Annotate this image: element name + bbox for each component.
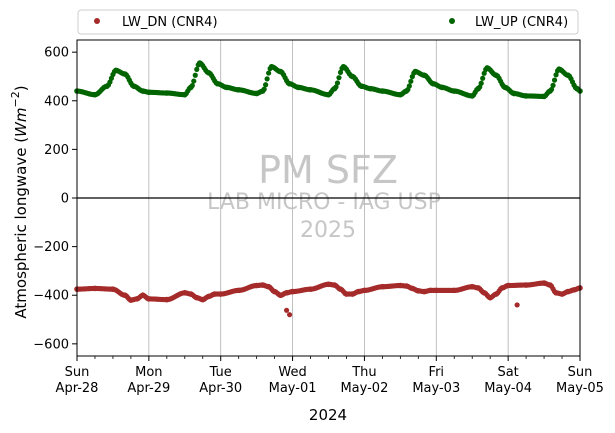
x-tick-label-date: Apr-30 — [199, 381, 242, 396]
y-axis-label-exponent: −2 — [9, 91, 22, 107]
x-tick-label-day: Sun — [65, 365, 90, 380]
y-tick-label: −200 — [33, 240, 69, 255]
watermark-line1: LAB MICRO - IAG USP — [207, 190, 441, 215]
data-point-fill — [191, 78, 197, 84]
data-point-fill — [480, 75, 486, 81]
y-tick-label: 600 — [44, 46, 69, 61]
series-lw-up — [74, 60, 583, 100]
x-axis-label: 2024 — [309, 406, 347, 424]
plot-area: PM SFZ LAB MICRO - IAG USP 2025 — [74, 39, 583, 357]
x-tick-label-date: Apr-28 — [56, 381, 99, 396]
x-tick-label-day: Fri — [429, 365, 445, 380]
watermark-line2: 2025 — [300, 218, 356, 243]
series-lw-dn — [74, 280, 583, 318]
legend-marker-lw-dn — [94, 18, 100, 24]
x-axis: SunApr-28MonApr-29TueApr-30WedMay-01ThuM… — [56, 356, 604, 396]
x-tick-label-day: Tue — [209, 365, 232, 380]
watermark: PM SFZ LAB MICRO - IAG USP 2025 — [207, 148, 441, 243]
data-point-fill — [406, 83, 412, 89]
y-tick-label: 400 — [44, 94, 69, 109]
outlier-point — [283, 307, 290, 313]
data-point-fill — [264, 76, 270, 82]
data-point-fill — [333, 84, 339, 90]
y-axis-label-text: Atmospheric longwave ( — [12, 137, 30, 319]
data-point-fill — [553, 72, 559, 78]
x-tick-label-date: May-04 — [484, 381, 532, 396]
x-tick-label-date: May-02 — [340, 381, 388, 396]
data-point-fill — [263, 82, 269, 88]
series-layer — [74, 60, 583, 318]
x-tick-label-date: May-05 — [556, 381, 604, 396]
y-axis: 600 400 200 0 −200 −400 −600 — [33, 46, 77, 352]
x-tick-label-day: Wed — [278, 365, 306, 380]
legend-label-lw-dn: LW_DN (CNR4) — [122, 15, 218, 30]
legend: LW_DN (CNR4) LW_UP (CNR4) — [77, 9, 579, 35]
data-point-fill — [548, 86, 555, 93]
data-point-fill — [334, 80, 341, 86]
x-tick-label-day: Sun — [568, 365, 593, 380]
y-tick-label: −400 — [33, 289, 69, 304]
watermark-title: PM SFZ — [258, 148, 398, 192]
x-tick-label-day: Sat — [497, 365, 518, 380]
outlier-point — [514, 302, 520, 308]
y-tick-label: −600 — [33, 337, 69, 352]
outlier-point — [286, 312, 293, 318]
data-point-fill — [551, 77, 558, 83]
y-axis-label-unit: Wm — [12, 107, 30, 136]
x-tick-label-day: Thu — [351, 365, 376, 380]
data-point-fill — [194, 66, 200, 72]
x-tick-label-day: Mon — [135, 365, 162, 380]
data-point-fill — [337, 69, 344, 76]
data-point-fill — [192, 72, 198, 78]
data-point-fill — [261, 86, 267, 92]
legend-frame — [77, 9, 579, 35]
data-point-fill — [478, 80, 484, 86]
data-point-fill — [266, 70, 272, 76]
y-tick-label: 0 — [61, 192, 69, 207]
y-axis-label-close: ) — [12, 85, 30, 91]
y-axis-label: Atmospheric longwave (Wm−2) — [9, 85, 30, 318]
legend-marker-lw-up — [449, 18, 455, 24]
x-tick-label-date: Apr-29 — [127, 381, 170, 396]
data-point-fill — [336, 75, 342, 81]
data-point-fill — [550, 82, 556, 88]
data-point-fill — [408, 78, 414, 84]
y-tick-label: 200 — [44, 143, 69, 158]
legend-label-lw-up: LW_UP (CNR4) — [475, 15, 568, 30]
x-tick-label-date: May-03 — [412, 381, 460, 396]
data-point-fill — [189, 82, 195, 89]
x-tick-label-date: May-01 — [269, 381, 317, 396]
